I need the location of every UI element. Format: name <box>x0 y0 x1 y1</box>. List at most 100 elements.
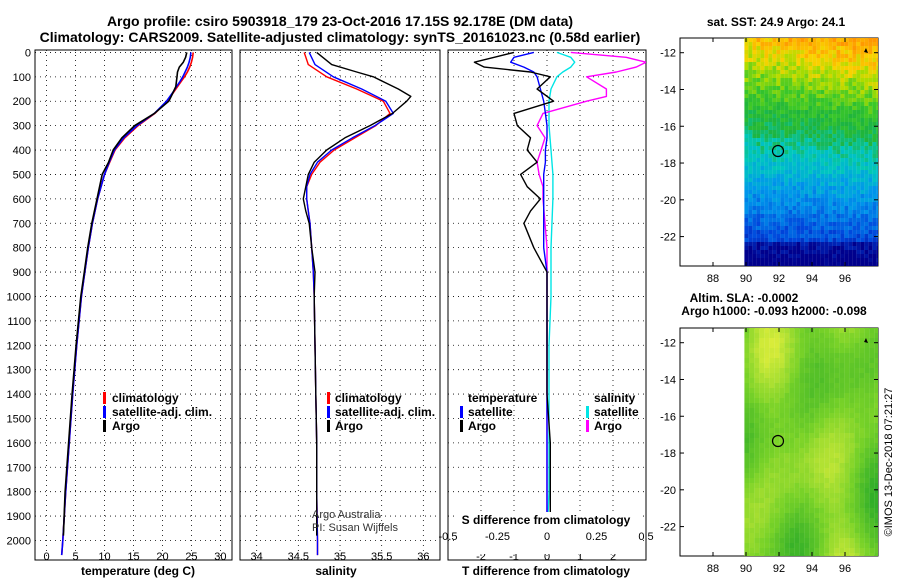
map-cell <box>789 463 795 468</box>
map-cell <box>869 328 875 333</box>
map-cell <box>744 428 750 433</box>
map-cell <box>760 66 765 70</box>
map-cell <box>799 543 805 548</box>
map-cell <box>848 114 853 118</box>
map-cell <box>744 483 750 488</box>
map-cell <box>774 438 780 443</box>
map-cell <box>779 518 785 523</box>
lat-tick-label: -16 <box>660 411 676 423</box>
map-cell <box>756 42 761 46</box>
legend-swatch-satellite <box>103 406 106 418</box>
s-tick-label: -0.25 <box>485 531 510 543</box>
map-cell <box>768 262 773 266</box>
map-cell <box>869 443 875 448</box>
map-cell <box>816 46 821 50</box>
map-cell <box>809 443 815 448</box>
map-cell <box>836 258 841 262</box>
map-cell <box>859 538 865 543</box>
map-cell <box>844 54 849 58</box>
map-cell <box>808 138 813 142</box>
map-cell <box>848 78 853 82</box>
map-cell <box>799 393 805 398</box>
map-cell <box>780 74 785 78</box>
map-cell <box>812 254 817 258</box>
map-cell <box>844 38 849 42</box>
map-cell <box>779 378 785 383</box>
map-cell <box>854 483 860 488</box>
map-cell <box>799 373 805 378</box>
map-cell <box>834 413 840 418</box>
map-cell <box>809 448 815 453</box>
map-cell <box>864 443 870 448</box>
map-cell <box>776 118 781 122</box>
map-cell <box>864 388 870 393</box>
map-cell <box>848 70 853 74</box>
map-cell <box>804 378 810 383</box>
map-cell <box>780 198 785 202</box>
map-cell <box>744 246 749 250</box>
map-cell <box>764 473 770 478</box>
map-cell <box>856 246 861 250</box>
map-cell <box>772 142 777 146</box>
map-cell <box>854 423 860 428</box>
map-cell <box>820 210 825 214</box>
map-cell <box>774 398 780 403</box>
map-cell <box>744 58 749 62</box>
map-cell <box>780 230 785 234</box>
map-cell <box>814 508 820 513</box>
map-cell <box>796 82 801 86</box>
map-cell <box>848 134 853 138</box>
map-cell <box>779 333 785 338</box>
map-cell <box>876 150 878 154</box>
map-cell <box>769 383 775 388</box>
map-cell <box>832 210 837 214</box>
map-cell <box>776 222 781 226</box>
map-cell <box>876 118 878 122</box>
map-cell <box>829 398 835 403</box>
map-cell <box>780 82 785 86</box>
map-cell <box>754 413 760 418</box>
map-cell <box>788 238 793 242</box>
map-cell <box>824 508 830 513</box>
map-cell <box>844 198 849 202</box>
map-cell <box>856 158 861 162</box>
map-cell <box>794 383 800 388</box>
map-cell <box>764 353 770 358</box>
map-cell <box>804 423 810 428</box>
legend-swatch-satellite <box>327 406 330 418</box>
map-cell <box>856 186 861 190</box>
map-cell <box>876 90 878 94</box>
map-cell <box>799 553 805 556</box>
map-cell <box>848 242 853 246</box>
map-cell <box>804 66 809 70</box>
map-cell <box>780 202 785 206</box>
map-cell <box>868 238 873 242</box>
map-cell <box>808 54 813 58</box>
map-cell <box>836 66 841 70</box>
map-cell <box>812 50 817 54</box>
map-cell <box>808 170 813 174</box>
map-cell <box>849 518 855 523</box>
map-cell <box>800 170 805 174</box>
map-cell <box>768 198 773 202</box>
map-cell <box>856 254 861 258</box>
map-cell <box>794 388 800 393</box>
map-cell <box>840 222 845 226</box>
map-cell <box>799 363 805 368</box>
map-cell <box>824 403 830 408</box>
map-cell <box>836 162 841 166</box>
map-cell <box>789 388 795 393</box>
map-cell <box>809 433 815 438</box>
map-cell <box>800 154 805 158</box>
map-cell <box>834 403 840 408</box>
map-cell <box>828 42 833 46</box>
map-cell <box>836 70 841 74</box>
map-cell <box>864 198 869 202</box>
map-cell <box>744 66 749 70</box>
map-cell <box>829 408 835 413</box>
map-cell <box>772 226 777 230</box>
map-cell <box>796 114 801 118</box>
map-cell <box>840 178 845 182</box>
map-cell <box>876 114 878 118</box>
map-cell <box>788 98 793 102</box>
